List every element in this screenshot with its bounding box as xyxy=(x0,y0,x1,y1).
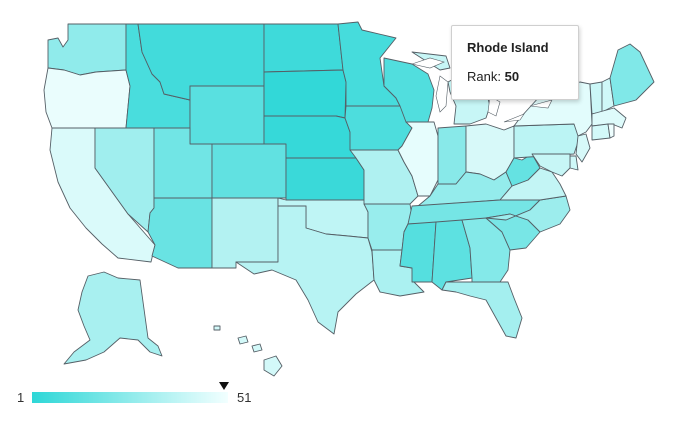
legend-max-label: 51 xyxy=(237,390,252,405)
tooltip-label: Rank: xyxy=(467,69,501,84)
legend-gradient-bar xyxy=(32,392,228,403)
state-pennsylvania[interactable] xyxy=(513,123,581,159)
state-illinois[interactable] xyxy=(397,121,439,197)
map-tooltip: Rhode Island Rank: 50 xyxy=(451,25,579,100)
state-hawaii[interactable] xyxy=(213,325,283,377)
state-delaware[interactable] xyxy=(569,155,579,171)
state-indiana[interactable] xyxy=(437,125,467,185)
tooltip-row: Rank: 50 xyxy=(467,69,563,84)
state-wyoming[interactable] xyxy=(189,85,265,145)
state-new-mexico[interactable] xyxy=(211,197,279,269)
state-maine[interactable] xyxy=(609,43,655,107)
state-iowa[interactable] xyxy=(344,105,413,151)
great-lakes xyxy=(410,57,553,123)
state-south-dakota[interactable] xyxy=(263,69,347,119)
legend-marker-icon xyxy=(219,382,230,390)
state-colorado[interactable] xyxy=(211,143,287,199)
tooltip-value: 50 xyxy=(504,69,520,84)
state-alaska[interactable] xyxy=(63,271,163,365)
state-oregon[interactable] xyxy=(43,67,131,129)
tooltip-title: Rhode Island xyxy=(467,40,549,55)
color-legend: 1 51 xyxy=(0,380,300,420)
state-north-carolina[interactable] xyxy=(485,195,571,233)
state-north-dakota[interactable] xyxy=(263,23,344,73)
state-rhode-island[interactable] xyxy=(607,123,615,139)
state-new-jersey[interactable] xyxy=(575,133,591,163)
state-washington[interactable] xyxy=(47,23,127,76)
state-vermont[interactable] xyxy=(589,81,603,115)
state-texas[interactable] xyxy=(235,205,375,335)
state-florida[interactable] xyxy=(441,281,523,339)
legend-min-label: 1 xyxy=(17,390,25,405)
state-kansas[interactable] xyxy=(285,157,365,201)
state-maryland[interactable] xyxy=(531,153,571,177)
state-connecticut[interactable] xyxy=(591,123,611,141)
state-arizona[interactable] xyxy=(147,197,213,269)
